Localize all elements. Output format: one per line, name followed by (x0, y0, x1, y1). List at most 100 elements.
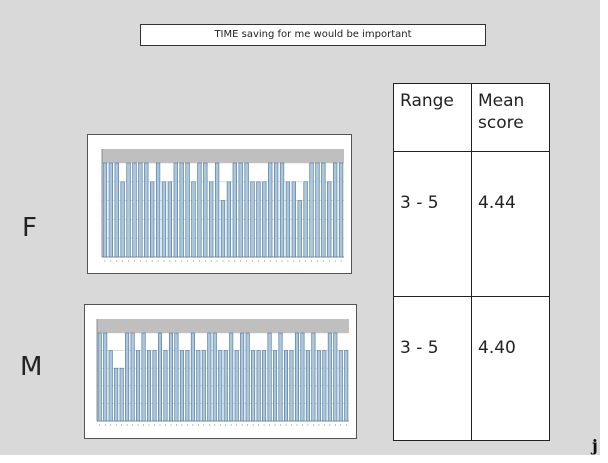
bar (119, 367, 124, 422)
bar (273, 350, 278, 422)
bar (333, 332, 338, 422)
bar (220, 200, 226, 258)
bar (289, 350, 294, 422)
bar (168, 332, 173, 422)
bar (185, 350, 190, 422)
bar (196, 350, 201, 422)
bar (114, 162, 119, 258)
bar (209, 181, 214, 258)
male-label: M (20, 352, 43, 382)
bar (229, 332, 234, 422)
male-bar-chart (84, 304, 357, 439)
bar (197, 162, 202, 258)
bar (163, 350, 168, 422)
bar (315, 162, 320, 258)
bar (316, 350, 321, 422)
plot-band (97, 319, 349, 333)
bar (161, 181, 167, 258)
range-header: Range (394, 84, 472, 152)
bar (244, 162, 249, 258)
bar (203, 162, 208, 258)
bar (155, 162, 161, 258)
bar (338, 162, 344, 258)
bar (284, 350, 288, 422)
bar (285, 181, 291, 258)
female-mean-cell: 4.44 (472, 152, 550, 297)
bar (223, 350, 228, 422)
bar (267, 332, 272, 422)
bar (103, 332, 108, 422)
bar (150, 181, 155, 258)
bar (303, 181, 308, 258)
bar (114, 367, 119, 422)
female-range-cell: 3 - 5 (394, 152, 472, 297)
bar (102, 162, 108, 258)
bar (245, 332, 250, 422)
bar (179, 162, 184, 258)
bar (174, 332, 179, 422)
bar (311, 332, 316, 422)
female-bar-chart (87, 134, 352, 274)
bar (338, 350, 343, 422)
plot-band (102, 149, 344, 163)
bar (262, 181, 267, 258)
bar (167, 181, 173, 258)
bar (218, 350, 223, 422)
bar (291, 181, 296, 258)
bar (279, 162, 285, 258)
bar (309, 162, 314, 258)
bar (190, 332, 195, 422)
bar (294, 332, 299, 422)
bar (212, 332, 217, 422)
female-label: F (22, 213, 37, 243)
bar (214, 162, 220, 258)
corner-mark: j (592, 436, 598, 455)
male-range-cell: 3 - 5 (394, 297, 472, 440)
bar (240, 332, 245, 422)
bar (256, 181, 261, 258)
bar (185, 162, 190, 258)
male-chart-svg (96, 319, 349, 426)
bar (147, 350, 152, 422)
bar (262, 350, 267, 422)
bar (234, 350, 239, 422)
bar (327, 332, 332, 422)
bar (141, 332, 146, 422)
bar (305, 350, 310, 422)
bar (179, 350, 184, 422)
bar (144, 162, 149, 258)
bar (251, 350, 256, 422)
bar (201, 350, 206, 422)
bar (250, 181, 255, 258)
bar (300, 332, 305, 422)
chart-title: TIME saving for me would be important (140, 24, 486, 46)
bar (321, 162, 326, 258)
bar (238, 162, 243, 258)
bar (226, 181, 232, 258)
bar (126, 162, 131, 258)
bar (108, 162, 113, 258)
bar (297, 200, 302, 258)
bar (273, 162, 279, 258)
bar (207, 332, 212, 422)
bar (278, 332, 283, 422)
bar (138, 162, 143, 258)
bar (327, 181, 332, 258)
bar (120, 181, 125, 258)
mean-score-header: Mean score (472, 84, 550, 152)
bar (256, 350, 261, 422)
female-chart-svg (101, 149, 344, 262)
bar (125, 332, 130, 422)
bar (97, 332, 102, 422)
bar (158, 332, 162, 422)
bar (322, 350, 327, 422)
bar (108, 350, 113, 422)
bar (130, 332, 135, 422)
bar (173, 162, 178, 258)
male-mean-cell: 4.40 (478, 338, 516, 358)
bar (268, 162, 273, 258)
bar (132, 162, 137, 258)
bar (232, 162, 237, 258)
bar (344, 350, 349, 422)
bar (191, 181, 196, 258)
